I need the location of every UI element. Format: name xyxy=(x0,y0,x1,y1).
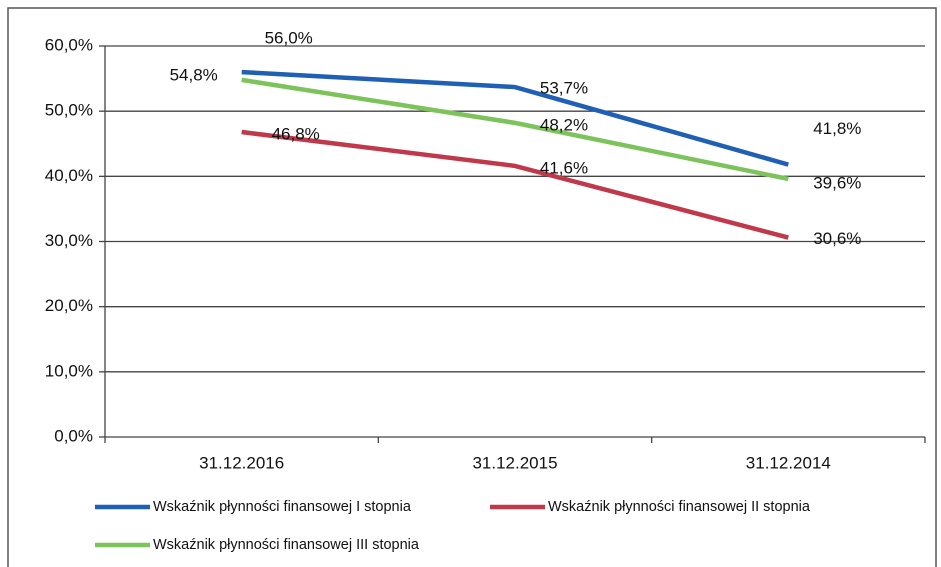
data-label: 48,2% xyxy=(540,115,588,134)
y-tick-label: 60,0% xyxy=(45,35,93,54)
data-label: 46,8% xyxy=(272,125,320,144)
y-tick-label: 20,0% xyxy=(45,296,93,315)
y-tick-label: 50,0% xyxy=(45,101,93,120)
x-tick-label: 31.12.2016 xyxy=(199,453,284,472)
series-line xyxy=(241,69,789,167)
legend-label: Wskaźnik płynności finansowej II stopnia xyxy=(548,499,811,515)
legend-label: Wskaźnik płynności finansowej III stopni… xyxy=(153,537,420,553)
y-tick-label: 40,0% xyxy=(45,166,93,185)
data-label: 53,7% xyxy=(540,79,588,98)
data-label: 56,0% xyxy=(265,29,313,48)
data-label: 41,8% xyxy=(813,119,861,138)
data-label: 39,6% xyxy=(813,173,861,192)
y-tick-label: 0,0% xyxy=(54,426,93,445)
x-tick-label: 31.12.2014 xyxy=(746,453,831,472)
legend-label: Wskaźnik płynności finansowej I stopnia xyxy=(153,499,412,515)
data-label: 41,6% xyxy=(540,158,588,177)
series-line xyxy=(241,129,789,240)
chart-frame xyxy=(7,7,937,567)
y-tick-label: 10,0% xyxy=(45,361,93,380)
series-line xyxy=(241,77,789,182)
x-tick-label: 31.12.2015 xyxy=(472,453,557,472)
y-tick-label: 30,0% xyxy=(45,231,93,250)
data-label: 30,6% xyxy=(813,229,861,248)
data-label: 54,8% xyxy=(170,65,218,84)
